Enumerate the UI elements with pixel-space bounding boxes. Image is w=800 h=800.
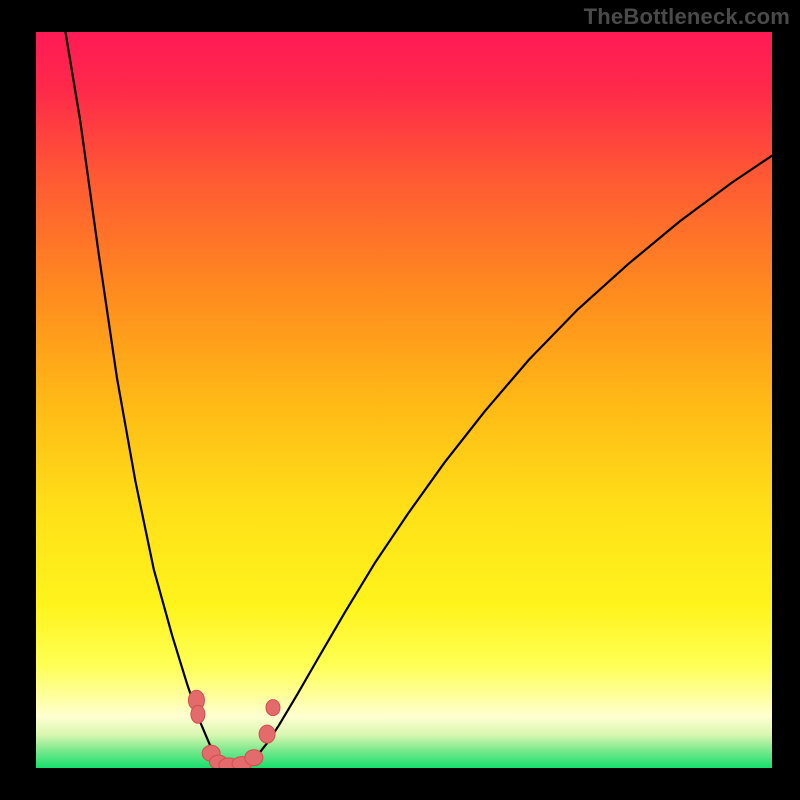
chart-svg — [0, 0, 800, 800]
chart-canvas: TheBottleneck.com — [0, 0, 800, 800]
gradient-background — [36, 32, 772, 768]
watermark-text: TheBottleneck.com — [584, 4, 790, 30]
plot-area — [36, 32, 772, 772]
curve-marker — [245, 750, 263, 766]
curve-marker — [191, 705, 205, 723]
curve-marker — [259, 725, 275, 743]
curve-marker — [266, 700, 280, 716]
